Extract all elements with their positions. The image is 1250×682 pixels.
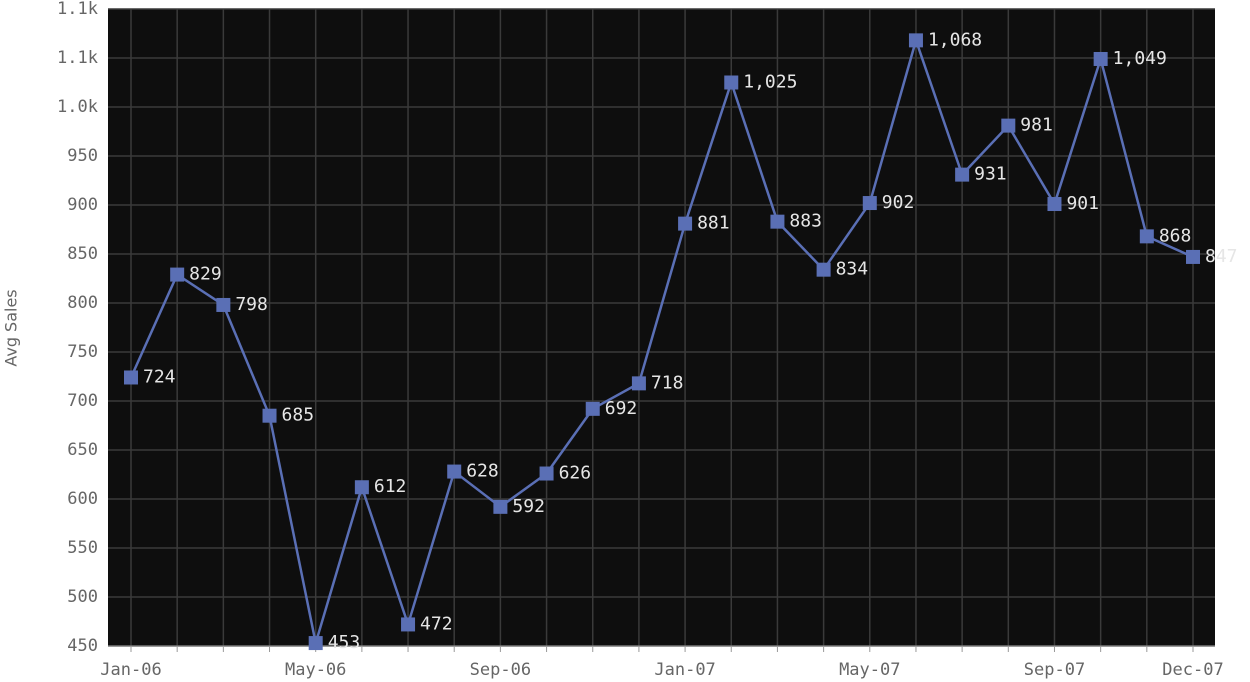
x-tick-label: Jan-06 xyxy=(100,660,161,680)
data-label: 626 xyxy=(559,463,592,484)
x-tick-label: Sep-06 xyxy=(470,660,531,680)
data-point xyxy=(308,636,323,651)
y-tick-label: 750 xyxy=(67,342,98,362)
y-tick-label: 850 xyxy=(67,244,98,264)
data-point xyxy=(216,297,231,312)
data-label: 453 xyxy=(328,632,361,653)
data-label: 981 xyxy=(1020,115,1053,136)
y-tick-label: 650 xyxy=(67,440,98,460)
x-tick-label: May-07 xyxy=(839,660,900,680)
data-label: 1,049 xyxy=(1113,48,1167,69)
data-label: 881 xyxy=(697,213,730,234)
data-point xyxy=(862,196,877,211)
y-tick-label: 800 xyxy=(67,293,98,313)
y-axis-title: Avg Sales xyxy=(2,289,21,366)
y-tick-label: 1.1k xyxy=(57,48,98,68)
data-point xyxy=(354,480,369,495)
data-point xyxy=(539,466,554,481)
data-label: 931 xyxy=(974,164,1007,185)
y-tick-label: 550 xyxy=(67,538,98,558)
data-label: 718 xyxy=(651,372,684,393)
data-point xyxy=(493,499,508,514)
y-tick-label: 1.0k xyxy=(57,97,98,117)
data-point xyxy=(678,216,693,231)
data-point xyxy=(447,464,462,479)
data-point xyxy=(170,267,185,282)
data-label: 685 xyxy=(282,405,315,426)
data-point xyxy=(401,617,416,632)
data-label: 834 xyxy=(836,259,869,280)
data-label: 902 xyxy=(882,192,915,213)
data-point xyxy=(1139,229,1154,244)
y-tick-label: 900 xyxy=(67,195,98,215)
data-point xyxy=(1186,249,1200,264)
data-label: 1,025 xyxy=(743,72,797,93)
data-label: 724 xyxy=(143,366,176,387)
y-tick-label: 700 xyxy=(67,391,98,411)
data-label: 847 xyxy=(1205,246,1238,267)
data-line xyxy=(129,36,1194,644)
data-point xyxy=(908,33,923,48)
data-label: 798 xyxy=(235,294,268,315)
plot-area xyxy=(108,9,1215,646)
data-label: 883 xyxy=(789,211,822,232)
data-point xyxy=(631,376,646,391)
data-point xyxy=(124,370,138,385)
data-label: 628 xyxy=(466,461,499,482)
data-point xyxy=(955,167,970,182)
data-point xyxy=(1093,51,1108,66)
y-tick-label: 600 xyxy=(67,489,98,509)
y-tick-label: 950 xyxy=(67,146,98,166)
y-tick-label: 450 xyxy=(67,636,98,656)
data-point xyxy=(770,214,785,229)
x-tick-label: Sep-07 xyxy=(1024,660,1085,680)
data-point xyxy=(724,75,739,90)
data-point xyxy=(816,262,831,277)
y-tick-label: 1.1k xyxy=(57,0,98,19)
data-label: 868 xyxy=(1159,225,1192,246)
data-label: 1,068 xyxy=(928,29,982,50)
data-point xyxy=(585,401,600,416)
data-label: 692 xyxy=(605,398,638,419)
data-point xyxy=(1001,118,1016,133)
data-label: 612 xyxy=(374,476,407,497)
x-tick-label: Dec-07 xyxy=(1162,660,1223,680)
x-tick-label: May-06 xyxy=(285,660,346,680)
data-label: 472 xyxy=(420,613,453,634)
y-tick-label: 500 xyxy=(67,587,98,607)
data-point xyxy=(1047,197,1062,212)
x-tick-label: Jan-07 xyxy=(654,660,715,680)
data-label: 829 xyxy=(189,264,222,285)
data-label: 901 xyxy=(1066,193,1099,214)
data-point xyxy=(262,408,277,423)
data-label: 592 xyxy=(512,496,545,517)
